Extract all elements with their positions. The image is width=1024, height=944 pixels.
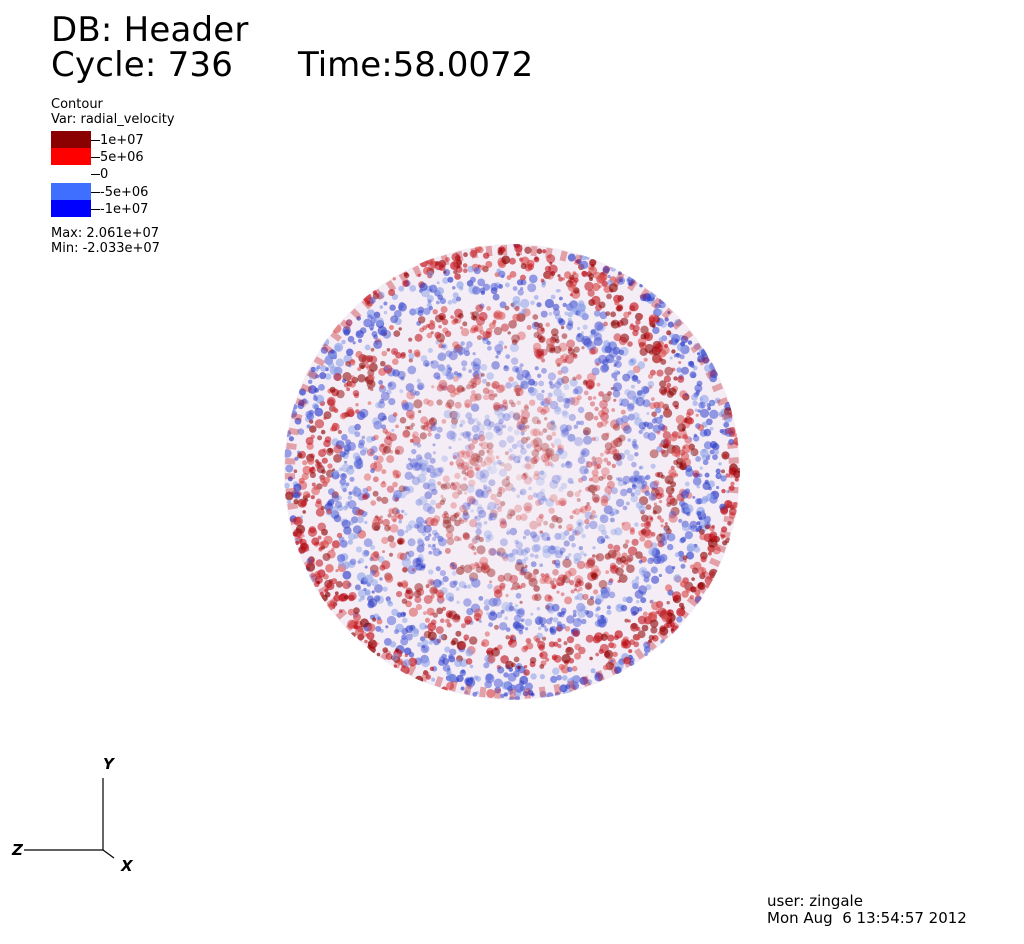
y-axis-label: Y xyxy=(103,755,114,773)
legend-max: Max: 2.061e+07 xyxy=(51,226,160,241)
contour-rim xyxy=(285,245,739,699)
x-axis-label: X xyxy=(121,857,133,875)
legend-swatch-5e6 xyxy=(51,148,91,165)
x-axis-line xyxy=(102,849,115,859)
legend-tick xyxy=(91,157,100,158)
legend-swatch-neg1e7 xyxy=(51,200,91,217)
legend-label-neg1e7: -1e+07 xyxy=(100,202,149,217)
legend-tick xyxy=(91,209,100,210)
legend-tick xyxy=(91,192,100,193)
axes-triad xyxy=(24,778,115,859)
legend-label-5e6: 5e+06 xyxy=(100,150,144,165)
legend-label-0: 0 xyxy=(100,167,109,182)
legend-label-1e7: 1e+07 xyxy=(100,133,144,148)
legend-swatch-neg5e6 xyxy=(51,183,91,200)
footer-date: Mon Aug 6 13:54:57 2012 xyxy=(767,909,967,927)
legend-label-neg5e6: -5e+06 xyxy=(100,185,149,200)
legend-tick xyxy=(91,174,100,175)
cycle-label: Cycle: 736 xyxy=(51,45,234,85)
legend-min: Min: -2.033e+07 xyxy=(51,241,160,256)
legend-swatch-0 xyxy=(51,165,91,182)
legend-tick xyxy=(91,140,100,141)
footer-user: user: zingale xyxy=(767,892,863,910)
database-title: DB: Header xyxy=(51,10,249,50)
legend-variable: Var: radial_velocity xyxy=(51,112,175,127)
legend-plot-type: Contour xyxy=(51,97,103,112)
legend-swatch-1e7 xyxy=(51,131,91,148)
z-axis-label: Z xyxy=(12,841,23,859)
time-label: Time:58.0072 xyxy=(298,45,534,85)
contour-sphere[interactable] xyxy=(270,230,760,720)
contour-speckles xyxy=(284,244,740,700)
